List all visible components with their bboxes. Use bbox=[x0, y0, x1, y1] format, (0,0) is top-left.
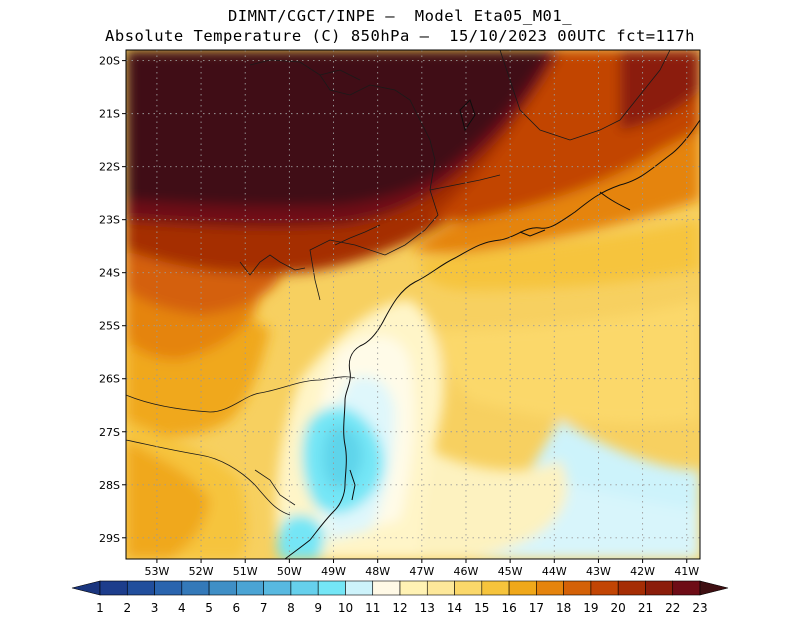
colorbar-label: 14 bbox=[447, 601, 462, 615]
map-subtitle: Absolute Temperature (C) 850hPa – 15/10/… bbox=[105, 27, 695, 45]
colorbar-label: 15 bbox=[474, 601, 489, 615]
lon-tick-label: 43W bbox=[586, 565, 611, 578]
map-title: DIMNT/CGCT/INPE – Model Eta05_M01_ bbox=[227, 7, 573, 25]
lon-tick-label: 45W bbox=[498, 565, 523, 578]
colorbar-label: 16 bbox=[501, 601, 516, 615]
colorbar-swatch bbox=[126, 580, 155, 596]
colorbar-swatch bbox=[590, 580, 619, 596]
lat-tick-label: 27S bbox=[99, 426, 120, 439]
colorbar-label: 20 bbox=[611, 601, 626, 615]
lon-tick-label: 41W bbox=[674, 565, 699, 578]
colorbar-swatch bbox=[399, 580, 428, 596]
lat-tick-label: 29S bbox=[99, 532, 120, 545]
lon-tick-label: 44W bbox=[542, 565, 567, 578]
colorbar-label: 10 bbox=[338, 601, 353, 615]
colorbar-label: 21 bbox=[638, 601, 653, 615]
colorbar-label: 3 bbox=[151, 601, 159, 615]
colorbar-swatch bbox=[263, 580, 292, 596]
map-frame bbox=[125, 49, 701, 560]
lat-tick-label: 22S bbox=[99, 161, 120, 174]
lon-tick-label: 42W bbox=[630, 565, 655, 578]
colorbar-swatch bbox=[208, 580, 237, 596]
colorbar-swatch bbox=[290, 580, 319, 596]
lon-tick-label: 47W bbox=[409, 565, 434, 578]
colorbar-swatch bbox=[317, 580, 346, 596]
colorbar-label: 6 bbox=[233, 601, 241, 615]
colorbar-label: 12 bbox=[392, 601, 407, 615]
colorbar-swatch bbox=[563, 580, 592, 596]
colorbar-label: 23 bbox=[692, 601, 707, 615]
colorbar-label: 8 bbox=[287, 601, 295, 615]
lon-tick-label: 48W bbox=[365, 565, 390, 578]
colorbar-label: 7 bbox=[260, 601, 268, 615]
colorbar-swatch bbox=[426, 580, 455, 596]
colorbar-label: 13 bbox=[420, 601, 435, 615]
colorbar-swatch bbox=[536, 580, 564, 596]
lon-tick-label: 49W bbox=[321, 565, 346, 578]
colorbar-swatch bbox=[672, 580, 701, 596]
colorbar-swatch bbox=[508, 580, 537, 596]
lat-tick-label: 25S bbox=[99, 320, 120, 333]
lat-tick-label: 21S bbox=[99, 108, 120, 121]
colorbar-swatch bbox=[345, 580, 374, 596]
colorbar-label: 9 bbox=[314, 601, 322, 615]
colorbar-swatch bbox=[181, 580, 210, 596]
colorbar-label: 1 bbox=[96, 601, 104, 615]
lat-tick-label: 23S bbox=[99, 214, 120, 227]
colorbar-label: 4 bbox=[178, 601, 186, 615]
map-grid bbox=[126, 50, 700, 559]
lon-tick-label: 50W bbox=[277, 565, 302, 578]
colorbar-label: 17 bbox=[529, 601, 544, 615]
lat-tick-label: 28S bbox=[99, 479, 120, 492]
colorbar-label: 18 bbox=[556, 601, 571, 615]
colorbar-swatch bbox=[454, 580, 483, 596]
lon-tick-label: 51W bbox=[233, 565, 258, 578]
colorbar-swatch bbox=[236, 580, 264, 596]
lon-tick-label: 53W bbox=[144, 565, 169, 578]
coastline bbox=[284, 99, 700, 559]
lon-tick-label: 46W bbox=[454, 565, 479, 578]
colorbar-label: 22 bbox=[665, 601, 680, 615]
colorbar-label: 19 bbox=[583, 601, 598, 615]
lat-tick-label: 24S bbox=[99, 267, 120, 280]
colorbar-swatch bbox=[481, 580, 510, 596]
colorbar-swatch bbox=[99, 580, 128, 596]
colorbar-arrow-left bbox=[71, 580, 101, 596]
colorbar-label: 11 bbox=[365, 601, 380, 615]
colorbar-swatch bbox=[154, 580, 183, 596]
colorbar-arrow-right bbox=[699, 580, 729, 596]
colorbar-swatch bbox=[617, 580, 646, 596]
colorbar: 1 2 3 4 5 6 7 8 9 10 11 12 13 14 15 16 17 18 19 20 21 22 23 bbox=[71, 580, 729, 615]
map-axes: 20S 21S 22S 23S 24S 25S 26S 27S 28S 29S 53W 52W 51W 5… bbox=[99, 55, 699, 578]
colorbar-swatch bbox=[645, 580, 674, 596]
lon-tick-label: 52W bbox=[189, 565, 214, 578]
lat-tick-label: 20S bbox=[99, 55, 120, 68]
colorbar-label: 5 bbox=[205, 601, 213, 615]
lat-tick-label: 26S bbox=[99, 373, 120, 386]
temperature-field bbox=[126, 50, 700, 559]
colorbar-label: 2 bbox=[123, 601, 131, 615]
colorbar-swatch bbox=[372, 580, 401, 596]
